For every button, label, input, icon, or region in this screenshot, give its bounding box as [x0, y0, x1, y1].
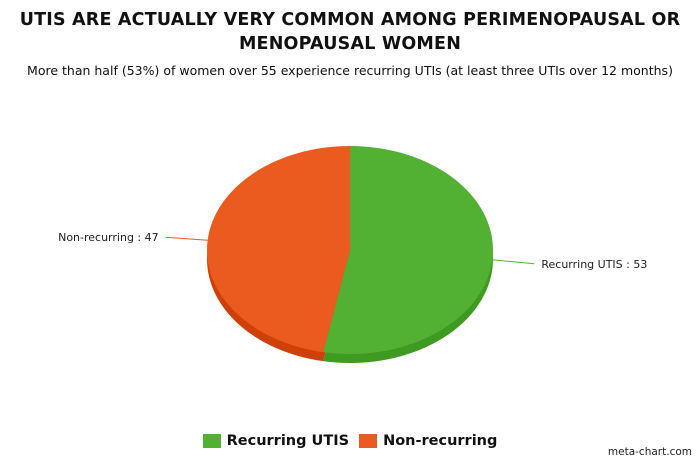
chart-title: UTIS ARE ACTUALLY VERY COMMON AMONG PERI…: [19, 10, 681, 54]
data-label-recurring-utis: Recurring UTIS : 53: [541, 258, 647, 271]
chart-subtitle: More than half (53%) of women over 55 ex…: [27, 63, 673, 78]
legend-item-recurring[interactable]: Recurring UTIS: [202, 433, 350, 449]
leader-line-recurring-utis: [492, 259, 535, 265]
legend-swatch-non-recurring: [359, 434, 378, 448]
leader-line-non-recurring: [165, 236, 208, 241]
legend-swatch-recurring: [202, 434, 221, 448]
legend-item-non-recurring[interactable]: Non-recurring: [359, 433, 497, 449]
legend: Recurring UTIS Non-recurring: [0, 433, 700, 449]
legend-label-non-recurring: Non-recurring: [383, 433, 498, 449]
credit-text[interactable]: meta-chart.com: [607, 446, 692, 458]
pie-slice-non-recurring[interactable]: [207, 146, 350, 353]
pie-slice-recurring-utis[interactable]: [323, 146, 494, 354]
data-label-non-recurring: Non-recurring : 47: [58, 231, 159, 244]
legend-label-recurring: Recurring UTIS: [226, 433, 350, 449]
